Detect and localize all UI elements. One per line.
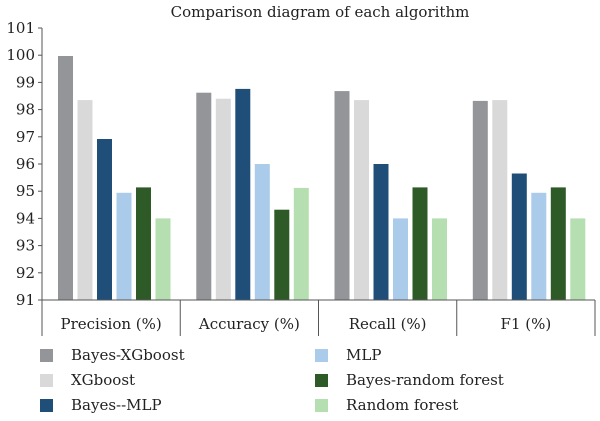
bars-layer xyxy=(58,56,586,301)
y-tick-label: 99 xyxy=(16,73,35,91)
bar xyxy=(97,139,112,300)
legend-item: MLP xyxy=(315,344,381,366)
bar xyxy=(570,218,586,300)
legend-label: XGboost xyxy=(71,371,136,389)
chart: Comparison diagram of each algorithm 919… xyxy=(6,3,596,336)
bar xyxy=(136,187,151,300)
legend-swatch xyxy=(40,373,53,387)
y-tick-label: 91 xyxy=(16,291,35,309)
y-tick-label: 92 xyxy=(16,264,35,282)
bar xyxy=(412,187,428,300)
y-tick-label: 98 xyxy=(16,101,35,119)
legend-swatch xyxy=(315,373,328,387)
legend-swatch xyxy=(40,348,53,362)
bar xyxy=(235,88,251,301)
y-tick-label: 101 xyxy=(6,19,35,37)
x-tick-label: Precision (%) xyxy=(61,315,162,333)
bar xyxy=(511,173,527,300)
legend-label: Bayes-random forest xyxy=(346,371,504,389)
x-tick-label: F1 (%) xyxy=(501,315,552,333)
x-tick-label: Recall (%) xyxy=(349,315,427,333)
x-tick-label: Accuracy (%) xyxy=(198,315,300,333)
legend-swatch xyxy=(40,398,53,412)
bar xyxy=(432,218,447,300)
legend-label: Random forest xyxy=(346,396,459,414)
bar xyxy=(334,91,350,300)
legend-item: XGboost xyxy=(40,369,135,391)
bar xyxy=(196,92,212,300)
legend-swatch xyxy=(315,398,328,412)
bar xyxy=(77,100,93,300)
legend-label: MLP xyxy=(346,346,382,364)
bar xyxy=(116,192,132,300)
bar xyxy=(531,192,547,300)
legend-item: Bayes--MLP xyxy=(40,394,162,416)
chart-title: Comparison diagram of each algorithm xyxy=(171,3,470,21)
legend-swatch xyxy=(315,348,328,362)
axes-layer: 91 92 93 94 95 96 97 98 99 100 101 Precision (%) Acc… xyxy=(6,19,596,336)
y-tick-label: 94 xyxy=(16,209,35,227)
bar xyxy=(274,209,290,300)
y-tick-label: 93 xyxy=(16,237,35,255)
y-tick-label: 100 xyxy=(6,46,35,64)
legend-item: Bayes-random forest xyxy=(315,369,504,391)
bar xyxy=(492,100,508,300)
legend-item: Bayes-XGboost xyxy=(40,344,185,366)
bar xyxy=(472,100,488,301)
legend-label: Bayes-XGboost xyxy=(71,346,185,364)
bar xyxy=(254,164,270,300)
bar xyxy=(373,164,389,300)
bar xyxy=(215,98,231,300)
legend: Bayes-XGboost XGboost Bayes--MLP MLP Bayes-r… xyxy=(40,344,580,419)
bar xyxy=(58,56,73,300)
bar xyxy=(550,187,566,300)
y-tick-label: 96 xyxy=(16,155,35,173)
y-tick-label: 95 xyxy=(16,182,35,200)
legend-label: Bayes--MLP xyxy=(71,396,162,414)
bar xyxy=(354,100,369,300)
bar xyxy=(393,218,408,300)
bar xyxy=(293,187,309,300)
legend-item: Random forest xyxy=(315,394,458,416)
bar xyxy=(155,218,171,300)
y-tick-label: 97 xyxy=(16,128,35,146)
